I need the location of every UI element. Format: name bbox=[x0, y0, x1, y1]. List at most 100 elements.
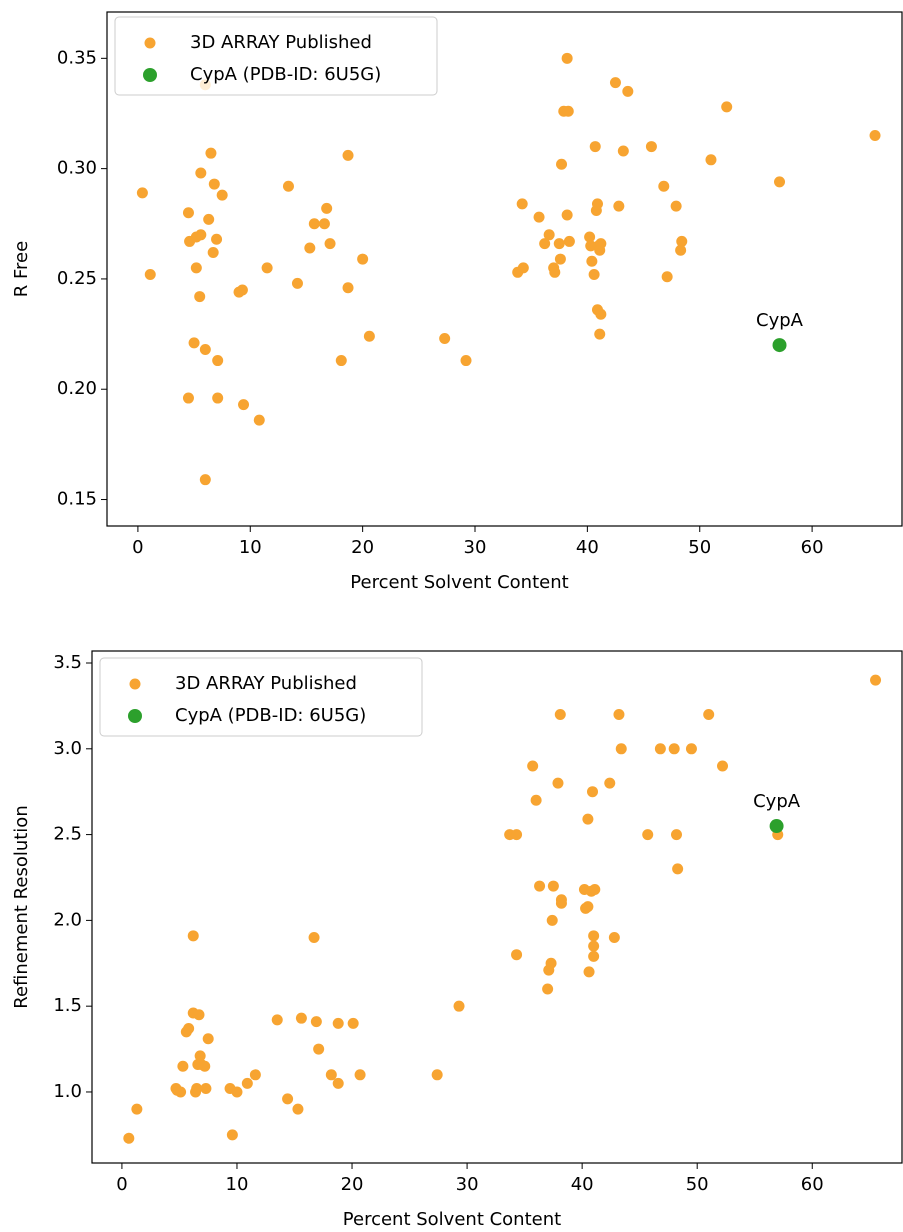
legend-label: 3D ARRAY Published bbox=[190, 32, 372, 53]
data-point bbox=[703, 708, 715, 720]
x-tick-label: 10 bbox=[226, 1174, 249, 1195]
x-axis-label: Percent Solvent Content bbox=[343, 1209, 561, 1230]
data-point bbox=[582, 813, 594, 825]
x-tick-label: 40 bbox=[571, 1174, 594, 1195]
data-point bbox=[769, 819, 784, 834]
data-point bbox=[199, 344, 211, 356]
plot-area bbox=[91, 650, 903, 1164]
data-point bbox=[195, 167, 207, 179]
x-tick-label: 30 bbox=[456, 1174, 479, 1195]
data-point bbox=[588, 950, 600, 962]
data-point bbox=[617, 145, 629, 157]
data-point bbox=[190, 262, 202, 274]
data-point bbox=[589, 141, 601, 153]
x-axis-label: Percent Solvent Content bbox=[350, 572, 568, 593]
data-point bbox=[869, 130, 881, 142]
data-point bbox=[516, 198, 528, 210]
data-point bbox=[431, 1069, 443, 1081]
data-point bbox=[554, 708, 566, 720]
legend: 3D ARRAY Published CypA (PDB-ID: 6U5G) bbox=[114, 16, 438, 96]
data-point bbox=[542, 983, 554, 995]
data-point bbox=[533, 211, 545, 223]
data-point bbox=[318, 218, 330, 230]
data-point bbox=[675, 244, 687, 256]
data-point bbox=[292, 1103, 304, 1115]
x-tick-label: 0 bbox=[116, 1174, 127, 1195]
data-point bbox=[191, 1083, 203, 1095]
y-tick-label: 3.5 bbox=[53, 652, 82, 673]
data-point bbox=[586, 255, 598, 267]
data-point bbox=[772, 338, 787, 353]
data-point bbox=[717, 760, 729, 772]
data-point bbox=[335, 355, 347, 367]
data-point bbox=[308, 218, 320, 230]
data-point bbox=[304, 242, 316, 254]
x-tick-label: 40 bbox=[576, 537, 599, 558]
data-point bbox=[313, 1043, 325, 1055]
data-point bbox=[645, 141, 657, 153]
x-tick-label: 60 bbox=[801, 1174, 824, 1195]
data-point bbox=[226, 1129, 238, 1141]
legend-marker bbox=[129, 678, 141, 690]
data-point bbox=[774, 176, 786, 188]
data-point bbox=[547, 880, 559, 892]
y-tick-label: 3.0 bbox=[53, 738, 82, 759]
data-point bbox=[291, 277, 303, 289]
y-tick-label: 1.0 bbox=[53, 1081, 82, 1102]
data-point bbox=[460, 355, 472, 367]
data-point bbox=[582, 901, 594, 913]
data-point bbox=[555, 897, 567, 909]
data-point bbox=[325, 1069, 337, 1081]
data-point bbox=[588, 940, 600, 952]
data-point bbox=[144, 269, 156, 281]
data-point bbox=[363, 330, 375, 342]
data-point bbox=[354, 1069, 366, 1081]
data-point bbox=[563, 235, 575, 247]
data-point bbox=[685, 743, 697, 755]
data-point bbox=[123, 1132, 135, 1144]
legend-box bbox=[114, 16, 438, 96]
data-point bbox=[512, 266, 524, 278]
data-point bbox=[357, 253, 369, 265]
data-point bbox=[670, 200, 682, 212]
data-point bbox=[661, 271, 673, 283]
data-point bbox=[324, 238, 336, 250]
data-point bbox=[534, 880, 546, 892]
data-point bbox=[202, 1033, 214, 1045]
data-point bbox=[342, 149, 354, 161]
plot-area bbox=[106, 11, 903, 527]
x-tick-label: 10 bbox=[239, 537, 262, 558]
y-tick-label: 0.20 bbox=[57, 378, 97, 399]
y-tick-label: 2.0 bbox=[53, 909, 82, 930]
data-point bbox=[282, 1093, 294, 1105]
data-point bbox=[552, 777, 564, 789]
data-point bbox=[193, 1009, 205, 1021]
x-tick-label: 30 bbox=[464, 537, 487, 558]
x-tick-label: 50 bbox=[686, 1174, 709, 1195]
data-point bbox=[332, 1017, 344, 1029]
legend-marker bbox=[128, 709, 142, 723]
y-tick-label: 0.15 bbox=[57, 489, 97, 510]
y-tick-label: 0.30 bbox=[57, 158, 97, 179]
data-point bbox=[195, 229, 207, 241]
data-point bbox=[588, 930, 600, 942]
data-point bbox=[561, 52, 573, 64]
data-point bbox=[642, 829, 654, 841]
data-point bbox=[207, 246, 219, 258]
data-point bbox=[211, 233, 223, 245]
data-point bbox=[608, 932, 620, 944]
y-tick-label: 0.25 bbox=[57, 268, 97, 289]
data-point bbox=[347, 1017, 359, 1029]
data-point bbox=[183, 1022, 195, 1034]
data-point bbox=[192, 1059, 204, 1071]
y-tick-label: 1.5 bbox=[53, 995, 82, 1016]
data-point bbox=[282, 180, 294, 192]
y-tick-label: 2.5 bbox=[53, 824, 82, 845]
data-point bbox=[188, 337, 200, 349]
data-point bbox=[591, 198, 603, 210]
legend-label: CypA (PDB-ID: 6U5G) bbox=[190, 64, 381, 85]
data-point bbox=[187, 930, 199, 942]
data-point bbox=[295, 1012, 307, 1024]
data-point bbox=[554, 253, 566, 265]
data-point bbox=[182, 392, 194, 404]
